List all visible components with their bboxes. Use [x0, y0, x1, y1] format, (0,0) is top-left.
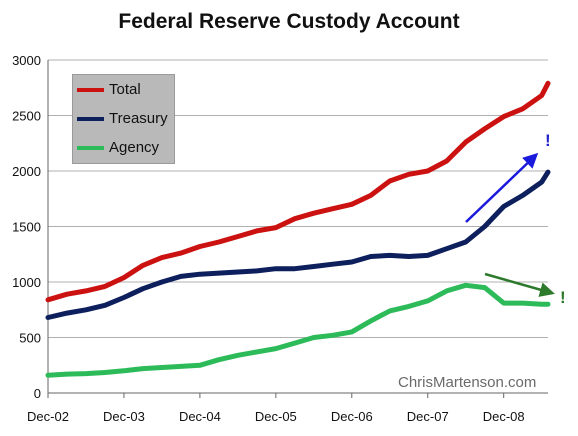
series-line-treasury: [45, 169, 551, 320]
legend-item-treasury: Treasury: [77, 108, 173, 130]
x-tick-label: Dec-07: [407, 409, 449, 424]
series-line-total: [45, 80, 551, 303]
series-line-agency: [45, 282, 551, 378]
y-tick-label: 1500: [12, 220, 41, 235]
legend-label: Total: [109, 81, 141, 98]
y-tick-label: 500: [19, 331, 41, 346]
x-tick-label: Dec-06: [331, 409, 373, 424]
annotation-exclamation-agency: !: [560, 288, 566, 307]
x-tick-label: Dec-02: [27, 409, 69, 424]
x-tick-label: Dec-04: [179, 409, 221, 424]
x-tick-label: Dec-03: [103, 409, 145, 424]
annotation-exclamation-treasury: !: [545, 131, 551, 150]
y-tick-label: 0: [34, 386, 41, 401]
legend-label: Agency: [109, 139, 160, 156]
legend-swatch: [77, 146, 104, 150]
y-tick-label: 1000: [12, 275, 41, 290]
legend-item-agency: Agency: [77, 137, 173, 159]
y-tick-label: 3000: [12, 53, 41, 68]
trend-arrow-agency: [484, 272, 555, 297]
x-tick-label: Dec-05: [255, 409, 297, 424]
legend-swatch: [77, 88, 104, 92]
y-tick-label: 2000: [12, 164, 41, 179]
watermark: ChrisMartenson.com: [398, 374, 537, 391]
chart-legend: Total Treasury Agency: [72, 74, 175, 164]
chart-title: Federal Reserve Custody Account: [118, 10, 460, 33]
legend-swatch: [77, 117, 104, 121]
legend-label: Treasury: [109, 110, 168, 127]
legend-item-total: Total: [77, 79, 173, 101]
trend-arrow-treasury: [465, 152, 539, 223]
x-tick-label: Dec-08: [483, 409, 525, 424]
y-tick-label: 2500: [12, 109, 41, 124]
